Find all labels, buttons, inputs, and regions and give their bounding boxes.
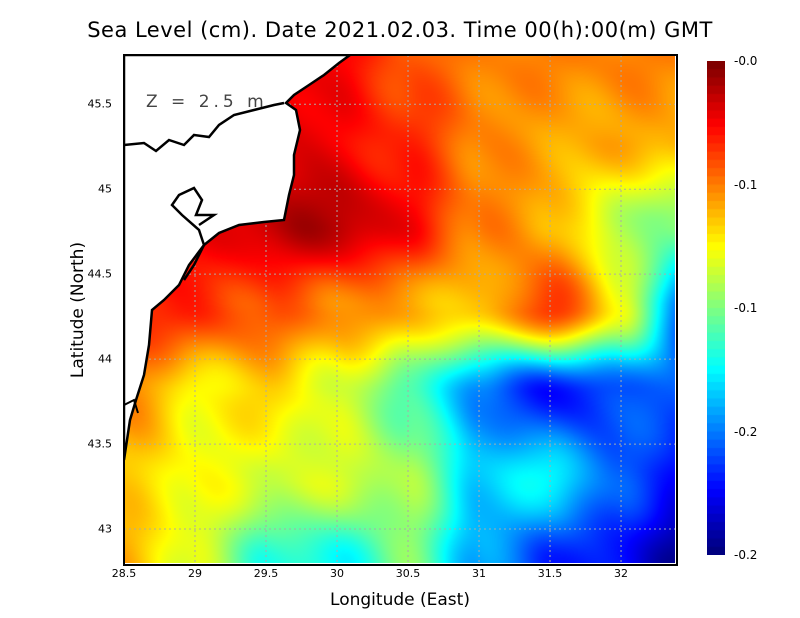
x-axis-label: Longitude (East) xyxy=(330,590,470,610)
y-tick-label: 44 xyxy=(98,352,112,366)
x-tick-label: 30.5 xyxy=(395,567,421,580)
y-tick-label: 44.5 xyxy=(87,267,113,281)
y-tick-label: 43 xyxy=(98,522,112,536)
colorbar xyxy=(707,61,725,555)
y-tick-label: 45 xyxy=(98,182,112,196)
x-tick-label: 31.5 xyxy=(537,567,563,580)
x-tick-label: 30 xyxy=(330,567,344,580)
coast-detail xyxy=(124,398,139,414)
colorbar-tick-label: -0.2 xyxy=(734,424,758,439)
depth-annotation: Z = 2.5 m xyxy=(146,92,268,112)
border-line xyxy=(124,101,285,153)
lagoon-outline xyxy=(170,186,219,281)
plot-area xyxy=(124,55,675,563)
x-tick-label: 28.5 xyxy=(111,567,137,580)
y-tick-label: 45.5 xyxy=(87,97,113,111)
x-tick-label: 31 xyxy=(472,567,487,580)
land-mass xyxy=(124,55,353,461)
x-tick-label: 32 xyxy=(614,567,629,580)
map-overlay xyxy=(124,55,675,563)
y-tick-label: 43.5 xyxy=(87,437,113,451)
colorbar-tick-label: -0.0 xyxy=(734,54,758,68)
colorbar-tick-label: -0.1 xyxy=(734,177,758,192)
colorbar-tick-label: -0.2 xyxy=(734,548,758,562)
y-axis-label: Latitude (North) xyxy=(68,241,88,379)
x-tick-label: 29.5 xyxy=(253,567,279,580)
colorbar-tick-label: -0.1 xyxy=(734,301,758,315)
x-tick-label: 29 xyxy=(188,567,202,580)
chart-title: Sea Level (cm). Date 2021.02.03. Time 00… xyxy=(87,18,713,42)
